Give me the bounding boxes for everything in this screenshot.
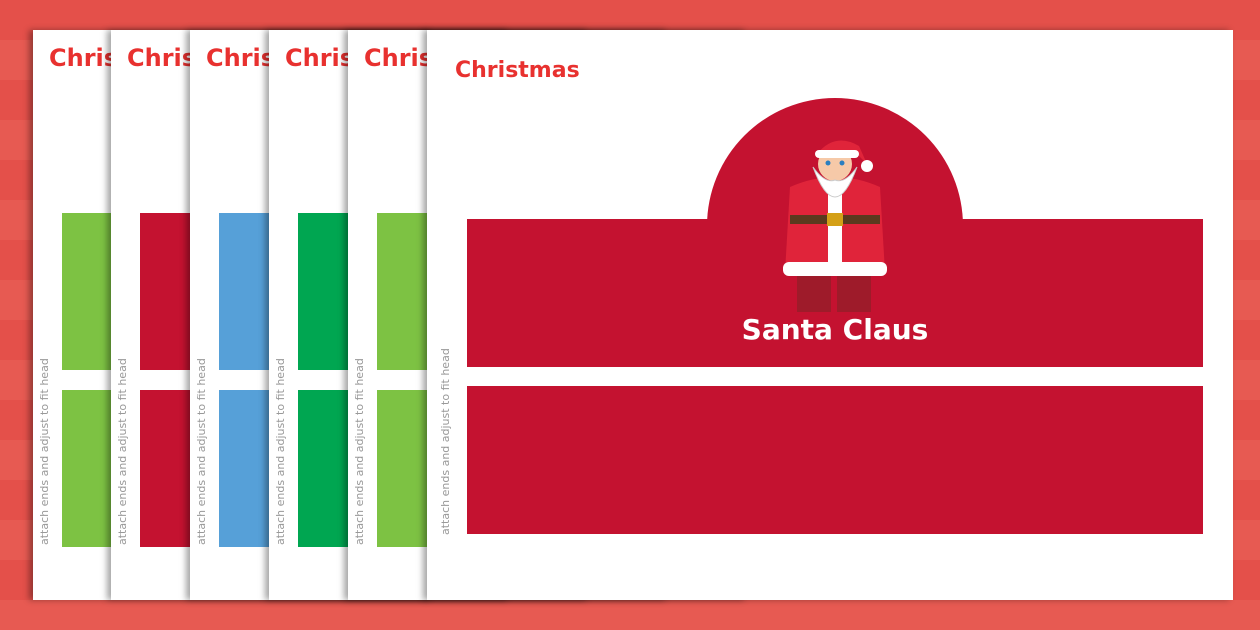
page-title: Christmas — [455, 58, 580, 83]
instruction-text: attach ends and adjust to fit head — [274, 358, 287, 545]
main-page: Christmas Santa Claus attach ends and ad… — [427, 30, 1233, 600]
instruction-text: attach ends and adjust to fit head — [116, 358, 129, 545]
instruction-text: attach ends and adjust to fit head — [353, 358, 366, 545]
instruction-text: attach ends and adjust to fit head — [439, 348, 452, 535]
headband-strip — [467, 386, 1203, 534]
instruction-text: attach ends and adjust to fit head — [195, 358, 208, 545]
santa-illustration — [783, 140, 887, 312]
headband-heading: Santa Claus — [741, 313, 929, 346]
instruction-text: attach ends and adjust to fit head — [38, 358, 51, 545]
